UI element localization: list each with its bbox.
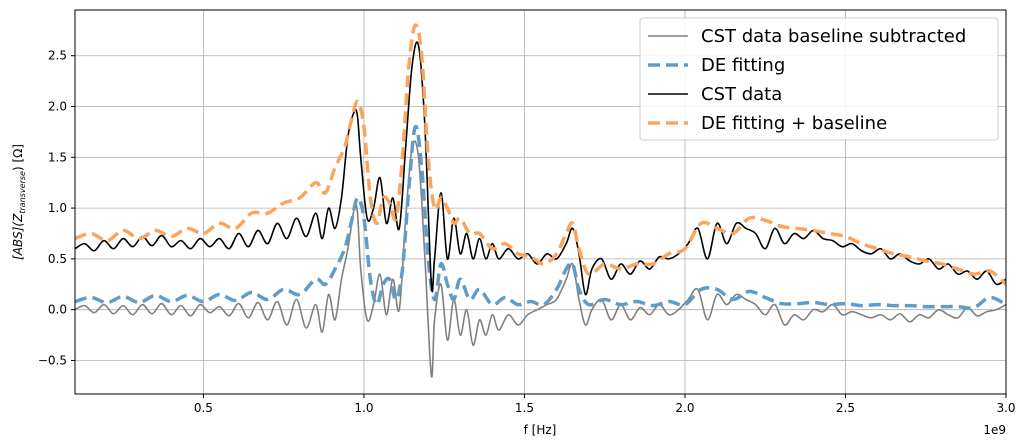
legend-label: CST data [701, 84, 782, 105]
legend-label: DE fitting + baseline [701, 113, 887, 134]
y-tick-label: 2.5 [48, 49, 67, 63]
series-line-1 [75, 124, 1006, 310]
y-tick-label: 0.0 [48, 303, 67, 317]
x-tick-label: 1.0 [354, 401, 373, 415]
y-axis-label: [ABS](Ztransverse) [Ω] [11, 144, 27, 260]
legend-label: DE fitting [701, 55, 785, 76]
y-tick-label: −0.5 [38, 353, 67, 367]
x-axis-label: f [Hz] [524, 423, 557, 437]
plot-frame [74, 9, 1007, 395]
x-tick-label: 2.5 [836, 401, 855, 415]
y-tick-label: 2.0 [48, 100, 67, 114]
y-axis-label-tail: ) [Ω] [11, 144, 25, 171]
y-tick-label: 0.5 [48, 252, 67, 266]
grid-lines [75, 10, 1007, 394]
y-tick-label: 1.5 [48, 150, 67, 164]
x-tick-label: 2.0 [675, 401, 694, 415]
series-line-0 [75, 140, 1006, 378]
legend-box [639, 17, 999, 141]
x-tick-label: 0.5 [194, 401, 213, 415]
series-line-2 [75, 41, 1006, 296]
legend: CST data baseline subtracted DE fitting CS… [639, 17, 999, 141]
legend-label: CST data baseline subtracted [701, 26, 966, 47]
series-layer [75, 23, 1006, 378]
y-axis-label-main: [ABS](Z [11, 213, 25, 260]
y-tick-label: 1.0 [48, 201, 67, 215]
x-tick-label: 1.5 [515, 401, 534, 415]
x-tick-label: 3.0 [996, 401, 1015, 415]
series-line-3 [75, 23, 1006, 286]
x-offset-text: 1e9 [983, 423, 1006, 437]
axis-ticks: 0.5 1.0 1.5 2.0 2.5 3.0 −0.5 0.0 0.5 1.0 1.5 2.0 2.5 [38, 49, 1016, 415]
y-axis-label-subscript: transverse [18, 171, 27, 214]
